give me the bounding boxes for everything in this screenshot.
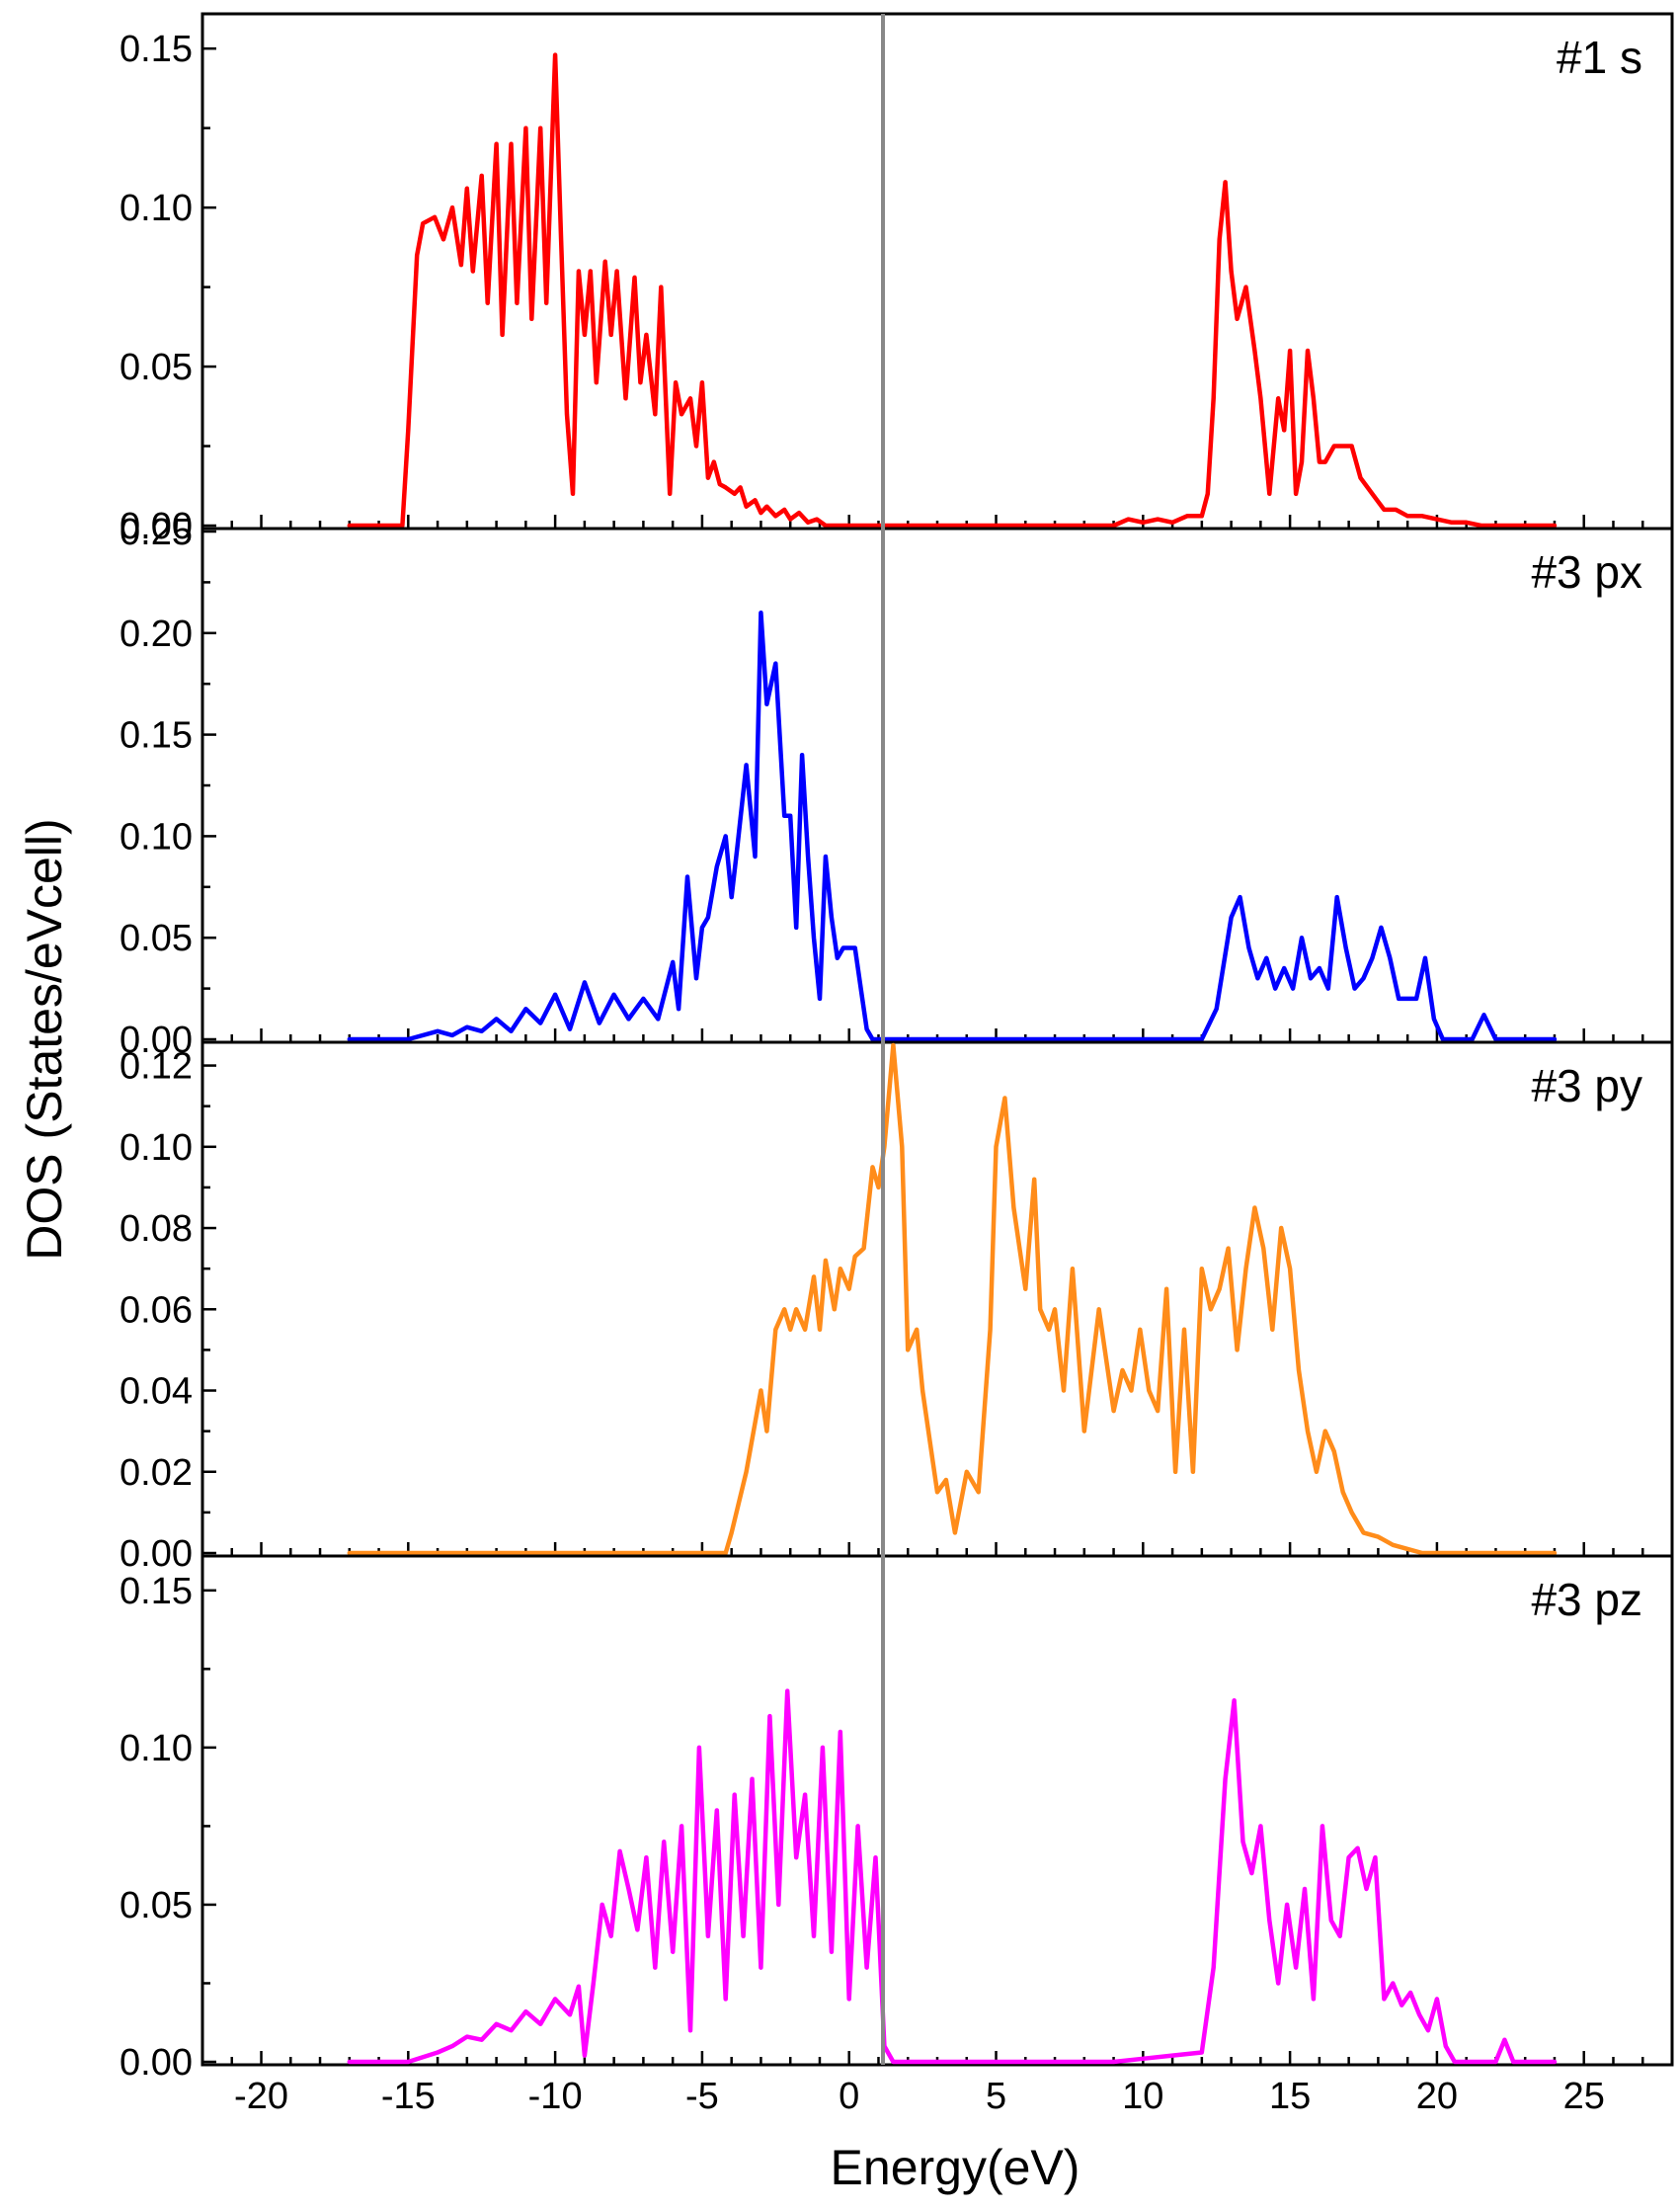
panel-label: #3 px <box>1531 546 1642 598</box>
x-tick-label: 15 <box>1269 2076 1311 2117</box>
y-tick-label: 0.08 <box>120 1208 193 1250</box>
y-tick-label: 0.04 <box>120 1371 193 1413</box>
x-tick-label: 20 <box>1416 2076 1458 2117</box>
x-tick-label: 25 <box>1563 2076 1605 2117</box>
y-tick-label: 0.20 <box>120 614 193 655</box>
panel-label: #3 pz <box>1531 1574 1642 1625</box>
panel-label: #1 s <box>1557 32 1642 83</box>
panel-frame <box>200 1554 1674 2067</box>
y-tick-label: 0.15 <box>120 29 193 70</box>
panels-layer: 0.00 0.05 0.10 0.15 #1 s 0.00 0.05 0.10 0.15 0.20… <box>120 12 1674 2117</box>
y-tick-label: 0.05 <box>120 918 193 959</box>
x-tick-label: 0 <box>839 2076 859 2117</box>
y-tick-label: 0.00 <box>120 2042 193 2084</box>
x-tick-label: -10 <box>528 2076 583 2117</box>
dos-series-line <box>347 52 1558 529</box>
panel-frame <box>200 12 1674 531</box>
y-tick-label: 0.12 <box>120 1046 193 1088</box>
x-tick-label: -20 <box>234 2076 288 2117</box>
panel-2: 0.00 0.05 0.10 0.15 0.20 0.25 #3 px <box>120 512 1674 1061</box>
y-tick-label: 0.10 <box>120 1127 193 1169</box>
y-tick-label: 0.05 <box>120 347 193 388</box>
y-tick-label: 0.05 <box>120 1885 193 1926</box>
panel-frame <box>200 527 1674 1044</box>
y-tick-label: 0.00 <box>120 506 193 547</box>
panel-3: 0.00 0.02 0.04 0.06 0.08 0.10 0.12 #3 py <box>120 1040 1674 1575</box>
y-tick-label: 0.15 <box>120 715 193 757</box>
panel-1: 0.00 0.05 0.10 0.15 #1 s <box>120 12 1674 547</box>
x-axis-title: Energy(eV) <box>831 2140 1080 2195</box>
dos-series-line <box>347 1042 1558 1556</box>
y-tick-label: 0.00 <box>120 1020 193 1061</box>
y-tick-label: 0.25 <box>120 512 193 553</box>
x-tick-label: 5 <box>986 2076 1006 2117</box>
y-axis-title: DOS (States/eVcell) <box>17 818 72 1260</box>
y-tick-label: 0.02 <box>120 1452 193 1494</box>
y-tick-label: 0.10 <box>120 1728 193 1769</box>
x-tick-label: 10 <box>1122 2076 1163 2117</box>
y-tick-label: 0.15 <box>120 1571 193 1612</box>
panel-4: 0.00 0.05 0.10 0.15 -20 -15 -10 -5 0 5 10 15 20 25 #3 … <box>120 1554 1674 2117</box>
y-tick-label: 0.10 <box>120 816 193 858</box>
dos-series-line <box>347 610 1558 1042</box>
y-tick-label: 0.00 <box>120 1533 193 1575</box>
x-tick-label: -5 <box>685 2076 719 2117</box>
y-tick-label: 0.10 <box>120 188 193 229</box>
x-tick-label: -15 <box>381 2076 436 2117</box>
y-tick-label: 0.06 <box>120 1289 193 1331</box>
dos-series-line <box>347 1688 1558 2065</box>
panel-label: #3 py <box>1531 1060 1642 1111</box>
